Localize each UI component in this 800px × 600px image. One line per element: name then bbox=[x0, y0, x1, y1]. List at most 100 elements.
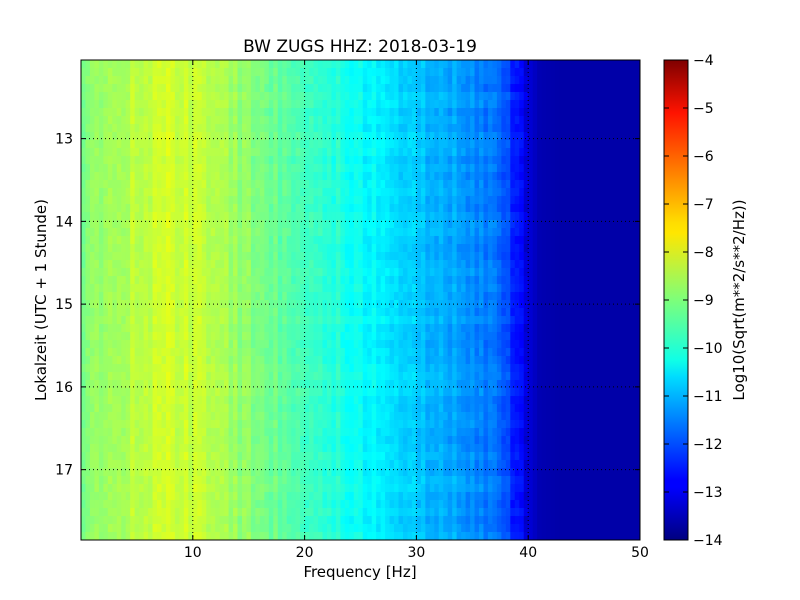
spectrogram-cell bbox=[546, 308, 552, 317]
spectrogram-cell bbox=[496, 108, 502, 117]
spectrogram-cell bbox=[411, 156, 417, 165]
spectrogram-cell bbox=[94, 140, 100, 149]
spectrogram-cell bbox=[215, 260, 221, 269]
spectrogram-cell bbox=[389, 156, 395, 165]
spectrogram-cell bbox=[595, 308, 601, 317]
spectrogram-cell bbox=[385, 204, 391, 213]
spectrogram-cell bbox=[246, 132, 252, 141]
spectrogram-cell bbox=[121, 84, 127, 93]
spectrogram-cell bbox=[107, 284, 113, 293]
spectrogram-cell bbox=[313, 292, 319, 301]
spectrogram-cell bbox=[586, 244, 592, 253]
spectrogram-cell bbox=[505, 236, 511, 245]
spectrogram-cell bbox=[179, 244, 185, 253]
spectrogram-cell bbox=[139, 68, 145, 77]
spectrogram-cell bbox=[492, 340, 498, 349]
spectrogram-cell bbox=[157, 300, 163, 309]
spectrogram-cell bbox=[81, 92, 87, 101]
spectrogram-cell bbox=[380, 244, 386, 253]
spectrogram-cell bbox=[452, 220, 458, 229]
spectrogram-cell bbox=[139, 364, 145, 373]
spectrogram-cell bbox=[268, 164, 274, 173]
spectrogram-cell bbox=[210, 284, 216, 293]
spectrogram-cell bbox=[514, 164, 520, 173]
spectrogram-cell bbox=[282, 92, 288, 101]
spectrogram-cell bbox=[157, 372, 163, 381]
spectrogram-cell bbox=[371, 324, 377, 333]
spectrogram-cell bbox=[340, 76, 346, 85]
spectrogram-cell bbox=[537, 348, 543, 357]
spectrogram-cell bbox=[434, 156, 440, 165]
spectrogram-cell bbox=[331, 244, 337, 253]
spectrogram-cell bbox=[617, 76, 623, 85]
spectrogram-cell bbox=[143, 292, 149, 301]
spectrogram-cell bbox=[331, 212, 337, 221]
spectrogram-cell bbox=[85, 276, 91, 285]
spectrogram-cell bbox=[192, 188, 198, 197]
spectrogram-cell bbox=[371, 340, 377, 349]
spectrogram-cell bbox=[85, 172, 91, 181]
spectrogram-cell bbox=[586, 364, 592, 373]
spectrogram-cell bbox=[429, 244, 435, 253]
spectrogram-cell bbox=[112, 244, 118, 253]
spectrogram-cell bbox=[206, 348, 212, 357]
spectrogram-cell bbox=[335, 252, 341, 261]
spectrogram-cell bbox=[635, 308, 640, 317]
spectrogram-cell bbox=[483, 332, 489, 341]
spectrogram-cell bbox=[210, 372, 216, 381]
spectrogram-cell bbox=[277, 148, 283, 157]
spectrogram-cell bbox=[335, 124, 341, 133]
spectrogram-cell bbox=[143, 116, 149, 125]
spectrogram-cell bbox=[622, 276, 628, 285]
spectrogram-cell bbox=[125, 68, 131, 77]
spectrogram-cell bbox=[626, 236, 632, 245]
spectrogram-cell bbox=[170, 260, 176, 269]
spectrogram-cell bbox=[246, 324, 252, 333]
spectrogram-cell bbox=[608, 268, 614, 277]
spectrogram-cell bbox=[563, 308, 570, 317]
spectrogram-cell bbox=[572, 156, 578, 165]
spectrogram-cell bbox=[233, 236, 239, 245]
spectrogram-cell bbox=[255, 356, 261, 365]
spectrogram-cell bbox=[505, 116, 511, 125]
spectrogram-cell bbox=[581, 188, 587, 197]
spectrogram-cell bbox=[465, 68, 471, 77]
spectrogram-cell bbox=[322, 268, 328, 277]
spectrogram-cell bbox=[550, 348, 556, 357]
spectrogram-cell bbox=[233, 188, 239, 197]
spectrogram-cell bbox=[617, 356, 623, 365]
spectrogram-cell bbox=[273, 332, 279, 341]
spectrogram-cell bbox=[622, 300, 628, 309]
spectrogram-cell bbox=[295, 84, 301, 93]
spectrogram-cell bbox=[201, 92, 207, 101]
spectrogram-cell bbox=[622, 244, 628, 253]
spectrogram-cell bbox=[250, 108, 257, 117]
spectrogram-cell bbox=[362, 228, 368, 237]
spectrogram-cell bbox=[273, 164, 279, 173]
spectrogram-cell bbox=[398, 372, 404, 381]
spectrogram-cell bbox=[429, 292, 435, 301]
spectrogram-cell bbox=[376, 204, 382, 213]
spectrogram-cell bbox=[568, 100, 574, 109]
spectrogram-cell bbox=[228, 356, 234, 365]
spectrogram-cell bbox=[282, 172, 288, 181]
spectrogram-cell bbox=[456, 348, 462, 357]
spectrogram-cell bbox=[313, 356, 319, 365]
spectrogram-cell bbox=[277, 348, 283, 357]
spectrogram-cell bbox=[237, 340, 243, 349]
spectrogram-cell bbox=[362, 172, 368, 181]
spectrogram-cell bbox=[349, 180, 355, 189]
spectrogram-cell bbox=[519, 332, 525, 341]
spectrogram-cell bbox=[581, 108, 587, 117]
spectrogram-cell bbox=[496, 356, 502, 365]
spectrogram-cell bbox=[371, 212, 377, 221]
spectrogram-cell bbox=[487, 372, 494, 381]
spectrogram-cell bbox=[380, 268, 386, 277]
spectrogram-cell bbox=[590, 204, 596, 213]
spectrogram-cell bbox=[121, 292, 127, 301]
spectrogram-cell bbox=[528, 140, 534, 149]
spectrogram-cell bbox=[622, 228, 628, 237]
spectrogram-cell bbox=[112, 316, 118, 325]
spectrogram-cell bbox=[474, 292, 480, 301]
spectrogram-cell bbox=[255, 108, 261, 117]
